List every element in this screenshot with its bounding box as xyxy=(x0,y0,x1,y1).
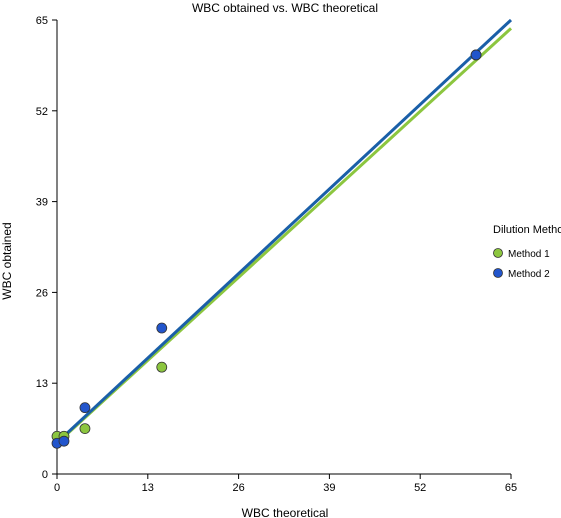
x-tick-label: 65 xyxy=(505,482,517,494)
y-tick-label: 26 xyxy=(36,287,48,299)
y-tick-label: 39 xyxy=(36,197,48,209)
legend-marker xyxy=(493,268,503,278)
fit-lines xyxy=(55,18,513,445)
data-point-method-1 xyxy=(156,361,168,373)
x-tick-label: 26 xyxy=(232,482,244,494)
legend-title: Dilution Method xyxy=(493,224,561,236)
legend-marker xyxy=(493,248,503,258)
x-axis-label: WBC theoretical xyxy=(242,506,329,518)
legend-label: Method 2 xyxy=(508,269,550,280)
legend: Dilution Method Method 1 Method 2 xyxy=(493,224,561,280)
data-point-method-2 xyxy=(156,322,168,334)
x-tick-label: 39 xyxy=(323,482,335,494)
y-tick-label: 65 xyxy=(36,15,48,27)
axis-ticks: 0 13 26 39 52 65 0 13 26 39 52 65 xyxy=(36,15,517,494)
fit-line-method-2 xyxy=(55,18,513,444)
x-tick-label: 13 xyxy=(142,482,154,494)
y-tick-label: 52 xyxy=(36,106,48,118)
legend-label: Method 1 xyxy=(508,249,550,260)
data-point-method-2 xyxy=(79,402,91,414)
data-point-method-1 xyxy=(79,423,91,435)
data-point-method-2 xyxy=(58,435,70,447)
x-tick-label: 52 xyxy=(414,482,426,494)
data-points xyxy=(51,49,482,449)
y-tick-label: 0 xyxy=(42,469,48,481)
y-tick-label: 13 xyxy=(36,378,48,390)
chart-title: WBC obtained vs. WBC theoretical xyxy=(192,1,378,15)
x-tick-label: 0 xyxy=(54,482,60,494)
y-axis-label: WBC obtained xyxy=(0,222,14,299)
data-point-method-2 xyxy=(470,49,482,61)
